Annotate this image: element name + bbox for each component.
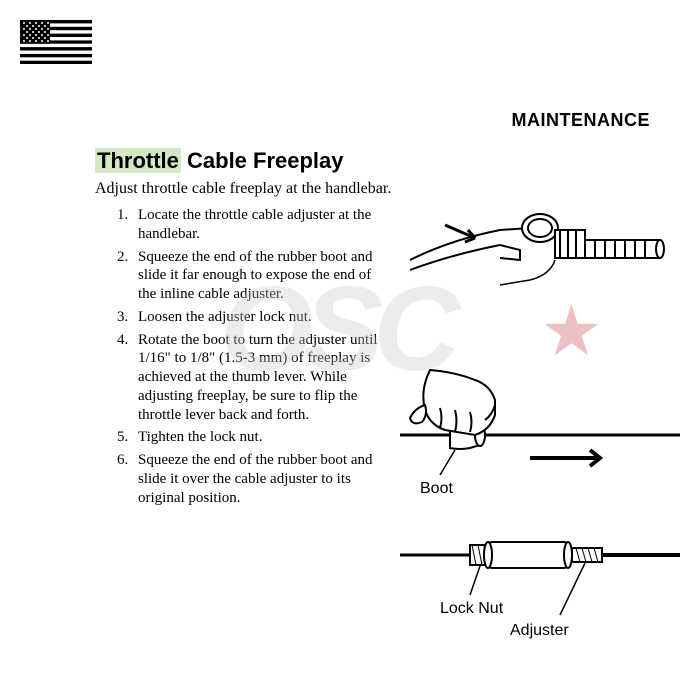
page-title: Throttle Cable Freeplay: [95, 148, 344, 174]
boot-squeeze-diagram: [400, 360, 680, 490]
adjuster-label: Adjuster: [510, 622, 569, 640]
title-highlight: Throttle: [95, 148, 181, 173]
intro-text: Adjust throttle cable freeplay at the ha…: [95, 180, 595, 198]
locknut-label: Lock Nut: [440, 600, 503, 618]
step-item: Rotate the boot to turn the adjuster unt…: [132, 331, 390, 425]
step-item: Locate the throttle cable adjuster at th…: [132, 206, 390, 244]
step-item: Loosen the adjuster lock nut.: [132, 308, 390, 327]
handlebar-diagram: [400, 200, 670, 320]
title-rest: Cable Freeplay: [181, 148, 344, 173]
step-item: Tighten the lock nut.: [132, 428, 390, 447]
step-item: Squeeze the end of the rub­ber boot and …: [132, 451, 390, 507]
steps-list: Locate the throttle cable adjuster at th…: [110, 206, 390, 511]
boot-label: Boot: [420, 480, 453, 498]
section-header: MAINTENANCE: [512, 110, 651, 131]
us-flag-icon: [20, 20, 92, 64]
step-item: Squeeze the end of the rub­ber boot and …: [132, 248, 390, 304]
